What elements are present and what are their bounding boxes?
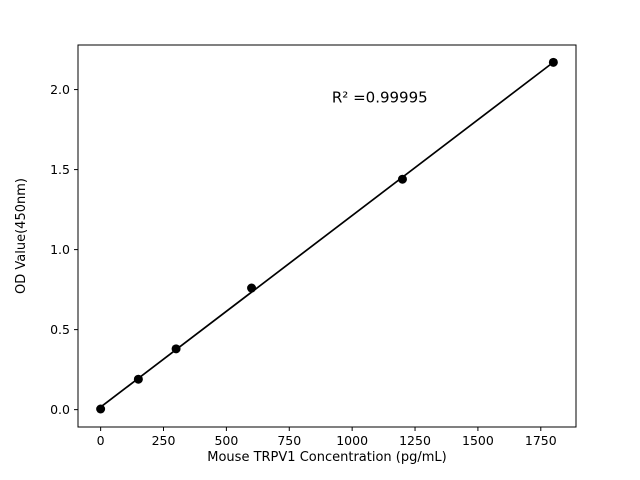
x-axis-label: Mouse TRPV1 Concentration (pg/mL)	[207, 450, 446, 465]
plot-area	[77, 44, 577, 428]
x-tick-label: 750	[277, 433, 301, 448]
x-tick-label: 500	[214, 433, 238, 448]
data-point	[133, 374, 143, 384]
x-tick-label: 1000	[336, 433, 368, 448]
data-point	[96, 404, 106, 414]
fit-line	[100, 61, 554, 408]
data-point	[548, 57, 558, 67]
y-tick-label: 2.0	[50, 82, 70, 97]
y-tick-label: 1.0	[50, 242, 70, 257]
data-point	[171, 344, 181, 354]
y-axis-label: OD Value(450nm)	[14, 178, 29, 294]
r-squared-annotation: R² =0.99995	[332, 88, 428, 106]
x-tick-label: 0	[97, 433, 105, 448]
x-tick-label: 1250	[399, 433, 431, 448]
y-tick-label: 0.5	[50, 322, 70, 337]
y-tick-label: 0.0	[50, 402, 70, 417]
data-point	[247, 283, 257, 293]
plot-contents: 0 250 500 750 1000 1250 1500 1750 0.0 0.5 1.0 1.5 2.…	[50, 57, 558, 448]
y-tick-label: 1.5	[50, 162, 70, 177]
x-tick-label: 250	[152, 433, 176, 448]
x-tick-label: 1500	[462, 433, 494, 448]
data-point	[397, 174, 407, 184]
x-tick-label: 1750	[525, 433, 557, 448]
